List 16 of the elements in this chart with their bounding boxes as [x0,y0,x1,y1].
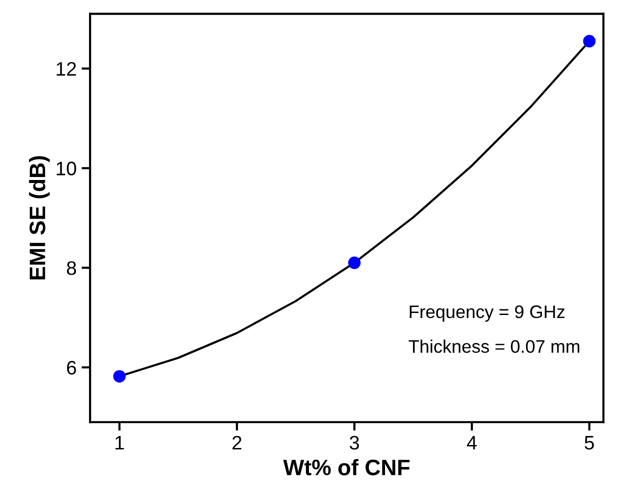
x-tick-label: 4 [466,436,477,450]
annotation: Frequency = 9 GHz [410,305,565,322]
point [113,370,126,383]
annotation: Thickness = 0.07 mm [408,340,580,353]
x-tick-label: 3 [350,436,359,450]
x-tick-label: 2 [232,436,242,450]
y-axis-title: EMI SE (dB) [28,156,50,280]
point [583,34,596,48]
x-tick-label: 5 [584,436,594,450]
y-tick-label: 8 [66,261,76,275]
x-axis-title: Wt% of CNF [283,459,410,476]
y-tick-label: 10 [56,162,76,176]
y-tick-label: 12 [56,62,76,76]
y-tick-label: 6 [67,360,76,375]
point [348,256,361,270]
x-tick-label: 1 [116,436,124,450]
